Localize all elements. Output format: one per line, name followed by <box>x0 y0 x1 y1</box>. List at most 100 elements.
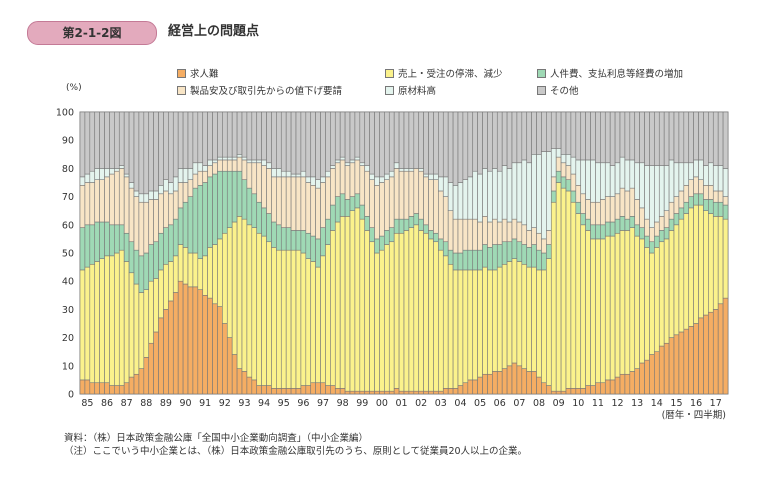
bar-segment-1 <box>673 334 680 395</box>
bar-segment-5 <box>94 168 100 180</box>
bar-segment-5 <box>266 162 272 169</box>
bar-segment-6 <box>128 111 135 183</box>
bar-segment-6 <box>349 111 356 161</box>
bar-segment-3 <box>550 190 557 203</box>
bar-segment-6 <box>334 111 341 161</box>
bar-segment-5 <box>251 159 258 164</box>
bar-segment-1 <box>447 388 454 395</box>
bar-segment-3 <box>339 193 346 217</box>
bar-segment-3 <box>649 241 655 254</box>
legend-label: 製品安及び取引先からの値下げ要請 <box>190 86 343 97</box>
bar-segment-2 <box>624 230 631 375</box>
bar-segment-5 <box>683 162 690 186</box>
bar-segment-5 <box>344 162 351 166</box>
bar-segment-2 <box>315 266 321 384</box>
bar-segment-5 <box>177 168 184 183</box>
bar-segment-2 <box>550 201 557 392</box>
bar-segment-3 <box>590 224 596 240</box>
bar-segment-2 <box>369 241 375 392</box>
legend-label: 人件費、支払利息等経費の増加 <box>550 69 684 80</box>
bar-segment-3 <box>531 244 537 268</box>
bar-segment-6 <box>609 111 616 166</box>
bar-segment-6 <box>197 111 204 164</box>
bar-segment-1 <box>138 368 145 395</box>
y-tick-label: 30 <box>62 305 74 316</box>
bar-segment-3 <box>143 252 150 290</box>
bar-segment-3 <box>658 230 665 243</box>
bar-segment-1 <box>555 390 562 395</box>
bar-segment-5 <box>428 173 434 180</box>
bar-segment-4 <box>325 176 331 220</box>
bar-segment-4 <box>217 159 223 172</box>
bar-segment-4 <box>531 227 537 245</box>
x-tick-label: 08 <box>533 398 545 409</box>
bar-segment-1 <box>467 379 474 395</box>
bar-segment-1 <box>644 359 650 395</box>
bar-segment-6 <box>447 111 454 183</box>
bar-segment-3 <box>192 187 199 254</box>
bar-segment-6 <box>423 111 429 175</box>
bar-segment-1 <box>325 385 331 395</box>
bar-segment-3 <box>398 218 405 234</box>
y-tick-label: 50 <box>62 249 74 260</box>
bar-segment-4 <box>231 159 238 172</box>
bar-segment-4 <box>668 201 675 220</box>
bar-segment-4 <box>717 190 724 203</box>
bar-segment-1 <box>364 390 370 395</box>
bar-segment-6 <box>163 111 169 180</box>
bar-segment-2 <box>172 255 179 293</box>
bar-segment-1 <box>609 379 616 395</box>
bar-segment-1 <box>462 382 469 395</box>
x-tick-label: 02 <box>415 398 427 409</box>
bar-segment-6 <box>271 111 277 169</box>
bar-segment-6 <box>138 111 145 195</box>
bar-segment-2 <box>590 238 596 386</box>
bar-segment-2 <box>344 216 351 392</box>
bar-segment-2 <box>236 216 243 369</box>
bar-segment-1 <box>619 373 626 395</box>
bar-segment-2 <box>384 244 390 392</box>
bar-segment-5 <box>472 170 478 220</box>
bar-segment-4 <box>276 176 282 226</box>
bar-segment-4 <box>580 193 586 214</box>
bar-segment-2 <box>595 238 601 384</box>
bar-segment-3 <box>654 235 660 248</box>
bar-segment-6 <box>393 111 400 164</box>
bar-segment-6 <box>226 111 233 158</box>
y-tick-label: 100 <box>56 108 74 119</box>
bar-segment-2 <box>673 224 680 336</box>
bar-segment-6 <box>300 111 307 172</box>
bar-segment-6 <box>403 111 410 169</box>
bar-segment-5 <box>600 162 606 200</box>
bar-segment-5 <box>217 156 223 161</box>
bar-segment-3 <box>408 216 415 228</box>
bar-segment-1 <box>560 390 567 395</box>
bar-segment-5 <box>433 173 439 180</box>
bar-segment-4 <box>644 218 650 237</box>
figure-number-badge: 第2-1-2図 <box>27 21 157 45</box>
bar-segment-2 <box>295 249 302 389</box>
bar-segment-2 <box>649 252 655 355</box>
bar-segment-3 <box>280 227 287 251</box>
bar-segment-4 <box>280 176 287 228</box>
bar-segment-3 <box>717 201 724 217</box>
bar-segment-4 <box>158 193 164 234</box>
bar-segment-2 <box>290 249 297 389</box>
bar-segment-5 <box>349 159 356 164</box>
bar-segment-5 <box>89 170 96 183</box>
bar-segment-1 <box>104 382 110 395</box>
bar-segment-6 <box>187 111 194 169</box>
bar-segment-3 <box>109 224 115 257</box>
bar-segment-1 <box>128 376 135 395</box>
bar-segment-5 <box>639 162 645 209</box>
bar-segment-1 <box>202 294 208 395</box>
bar-segment-5 <box>222 156 228 161</box>
bar-segment-6 <box>658 111 665 166</box>
bar-segment-5 <box>334 159 341 164</box>
bar-segment-2 <box>187 252 194 288</box>
x-tick-label: 14 <box>651 398 663 409</box>
bar-segment-3 <box>344 199 351 217</box>
x-tick-label: 94 <box>258 398 270 409</box>
bar-segment-2 <box>506 261 513 367</box>
bar-segment-1 <box>290 388 297 395</box>
